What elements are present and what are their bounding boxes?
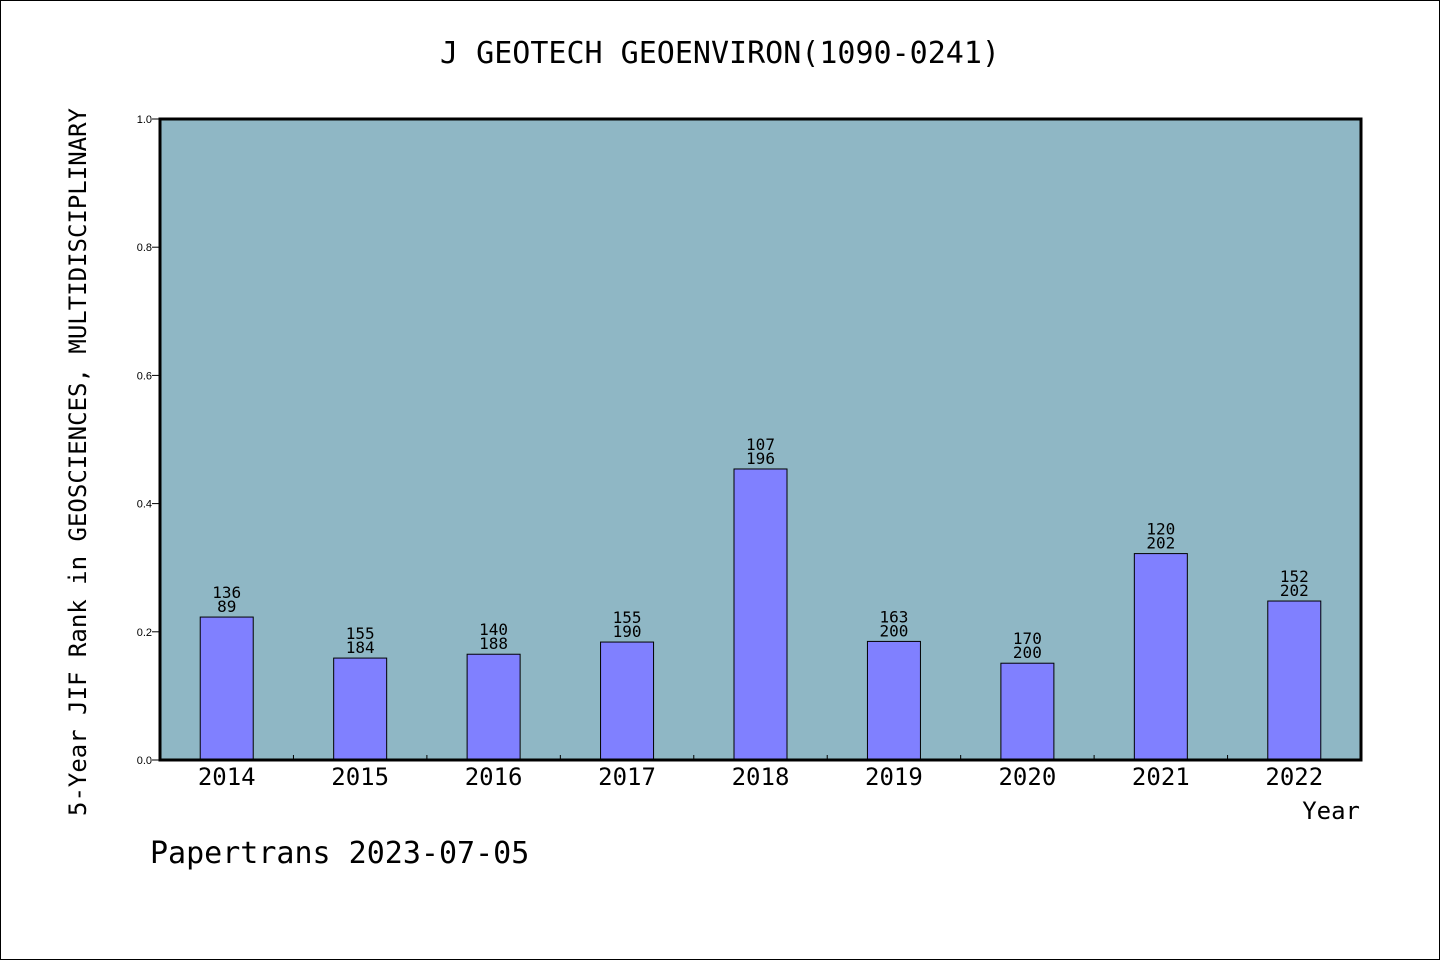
- bar-rank-label: 120: [1146, 520, 1175, 539]
- y-tick-label: 1.0: [137, 114, 152, 126]
- x-tick-label: 2016: [465, 763, 523, 791]
- bar-rank-label: 140: [479, 620, 508, 639]
- y-tick-label: 0.6: [137, 370, 152, 382]
- bar-total-label: 190: [613, 622, 642, 641]
- y-tick-label: 0.0: [137, 755, 152, 767]
- bar-2015: [333, 657, 388, 761]
- y-tick-label: 0.4: [137, 499, 152, 511]
- bar-2019: [866, 640, 921, 761]
- bar-total-label: 202: [1280, 581, 1309, 600]
- bar-2017: [600, 641, 655, 761]
- bar-total-label: 196: [746, 449, 775, 468]
- bar-total-label: 188: [479, 634, 508, 653]
- bar-2021: [1133, 553, 1188, 761]
- plot-border: [158, 117, 1363, 762]
- bar-rank-label: 170: [1013, 629, 1042, 648]
- x-tick-label: 2021: [1132, 763, 1190, 791]
- bar-total-label: 89: [217, 597, 236, 616]
- bar-rank-label: 155: [346, 624, 375, 643]
- x-tick-label: 2022: [1265, 763, 1323, 791]
- bar-rank-label: 163: [879, 607, 908, 626]
- y-tick-label: 0.2: [137, 627, 152, 639]
- bar-total-label: 200: [1013, 643, 1042, 662]
- bar-rank-label: 107: [746, 435, 775, 454]
- x-tick-label: 2015: [331, 763, 389, 791]
- x-tick-label: 2019: [865, 763, 923, 791]
- footer-watermark: Papertrans 2023-07-05: [150, 836, 530, 871]
- bar-2016: [466, 653, 521, 761]
- bar-rank-label: 155: [613, 608, 642, 627]
- bar-2014: [199, 616, 254, 761]
- x-tick-label: 2017: [598, 763, 656, 791]
- bar-total-label: 184: [346, 638, 375, 657]
- x-axis-label: Year: [1302, 797, 1360, 825]
- chart-title: J GEOTECH GEOENVIRON(1090-0241): [440, 36, 1000, 71]
- axes: 0.0 0.2 0.4 0.6 0.8 1.0 2014 2015 2016 2017 2018 20…: [137, 114, 1323, 791]
- x-tick-label: 2014: [198, 763, 256, 791]
- x-tick-label: 2020: [998, 763, 1056, 791]
- bar-total-label: 202: [1146, 534, 1175, 553]
- bar-rank-label: 152: [1280, 567, 1309, 586]
- bar-2022: [1267, 600, 1322, 761]
- bar-2018: [733, 468, 788, 761]
- x-tick-label: 2018: [732, 763, 790, 791]
- bar-2020: [1000, 662, 1055, 761]
- bar-rank-label: 136: [212, 583, 241, 602]
- bar-total-label: 200: [879, 621, 908, 640]
- y-tick-label: 0.8: [137, 242, 152, 254]
